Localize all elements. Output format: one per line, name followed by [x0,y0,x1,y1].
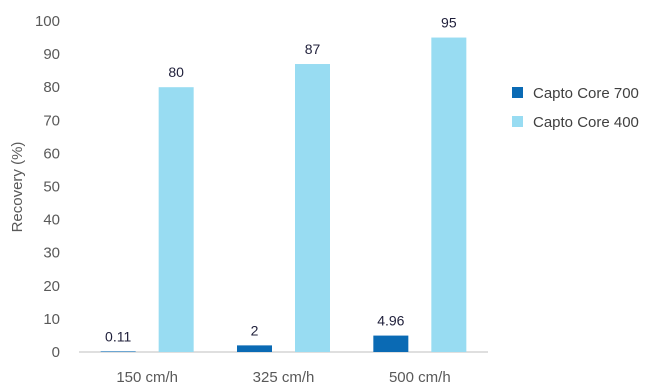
y-tick-label: 70 [43,112,60,129]
legend-label: Capto Core 700 [533,85,639,102]
legend-label: Capto Core 400 [533,114,639,131]
bar [295,64,330,352]
data-label: 95 [441,15,457,31]
bar [373,335,409,352]
legend-swatch [512,87,523,98]
data-label: 80 [168,64,184,80]
x-category-label: 150 cm/h [116,369,178,386]
y-axis-ticks: 0 10 20 30 40 50 60 70 80 90 100 [35,13,60,361]
category-labels: 150 cm/h 325 cm/h 500 cm/h [116,369,450,386]
data-label: 0.11 [105,328,131,344]
data-label: 87 [305,41,321,57]
legend: Capto Core 700 Capto Core 400 [512,85,639,131]
y-tick-label: 80 [43,79,60,96]
y-tick-label: 60 [43,145,60,162]
x-category-label: 500 cm/h [389,369,451,386]
y-tick-label: 0 [52,344,60,361]
y-tick-label: 10 [43,311,60,328]
bar [100,351,136,352]
y-tick-label: 30 [43,245,60,262]
data-label: 2 [251,322,259,338]
y-tick-label: 40 [43,212,60,229]
bar [237,345,272,352]
bar [158,87,194,352]
y-tick-label: 50 [43,179,60,196]
y-tick-label: 90 [43,46,60,63]
data-label: 4.96 [377,313,404,329]
legend-swatch [512,116,523,127]
bars-group: 0.11 80 2 87 4.96 95 [100,15,467,353]
y-tick-label: 20 [43,278,60,295]
y-axis-title: Recovery (%) [9,142,26,233]
bar [431,37,467,353]
y-tick-label: 100 [35,13,60,30]
x-category-label: 325 cm/h [253,369,315,386]
